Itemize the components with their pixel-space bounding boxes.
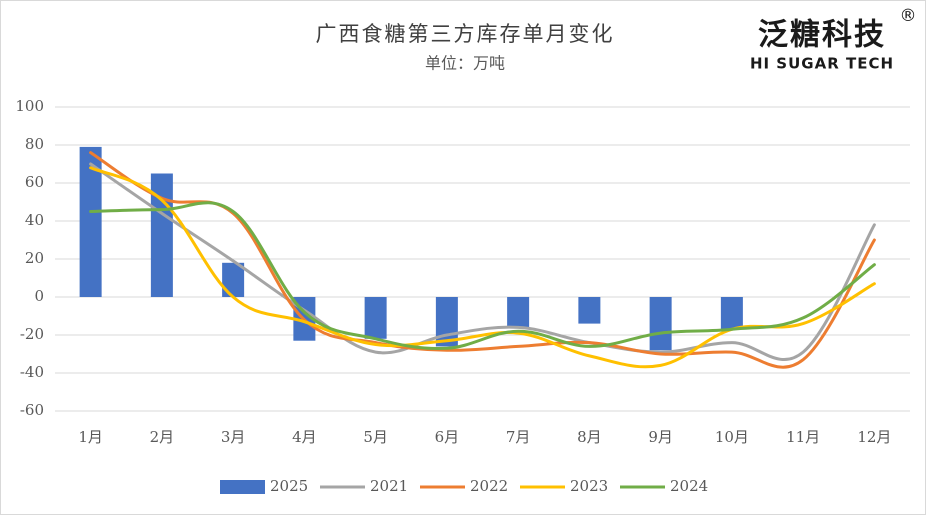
x-tick-label: 4月 — [292, 428, 317, 446]
legend-label: 2021 — [370, 477, 408, 495]
bar — [79, 146, 102, 297]
y-tick-label: -60 — [20, 401, 44, 419]
x-tick-label: 2月 — [150, 428, 175, 446]
x-tick-label: 3月 — [221, 428, 246, 446]
x-tick-label: 8月 — [577, 428, 602, 446]
bar — [222, 262, 245, 297]
y-tick-label: -40 — [20, 363, 44, 381]
legend-label: 2022 — [470, 477, 508, 495]
x-tick-label: 6月 — [435, 428, 460, 446]
x-tick-label: 12月 — [857, 428, 891, 446]
line — [89, 201, 876, 351]
y-tick-label: 80 — [25, 135, 44, 153]
x-tick-label: 1月 — [78, 428, 103, 446]
line — [89, 162, 876, 361]
bar — [578, 297, 601, 324]
x-tick-label: 10月 — [715, 428, 749, 446]
x-tick-label: 9月 — [648, 428, 673, 446]
bar — [364, 297, 387, 339]
brand-english: HI SUGAR TECH — [750, 55, 894, 73]
y-tick-label: 60 — [25, 173, 44, 191]
brand-name: 泛糖科技 — [758, 18, 886, 53]
y-tick-label: 0 — [34, 287, 44, 305]
bar — [720, 297, 743, 330]
chart-title: 广西食糖第三方库存单月变化 — [316, 22, 615, 46]
y-tick-label: 100 — [15, 97, 44, 115]
legend-swatch — [220, 480, 265, 494]
legend-label: 2023 — [570, 477, 608, 495]
legend-label: 2025 — [270, 477, 308, 495]
y-tick-label: -20 — [20, 325, 44, 343]
brand-mark: ® — [900, 6, 917, 26]
y-tick-label: 40 — [25, 211, 44, 229]
chart-subtitle: 单位：万吨 — [425, 54, 505, 73]
bar — [507, 297, 530, 328]
x-tick-label: 11月 — [786, 428, 820, 446]
x-tick-label: 7月 — [506, 428, 531, 446]
y-tick-label: 20 — [25, 249, 44, 267]
x-tick-label: 5月 — [363, 428, 388, 446]
bar — [649, 297, 672, 351]
legend-label: 2024 — [670, 477, 708, 495]
